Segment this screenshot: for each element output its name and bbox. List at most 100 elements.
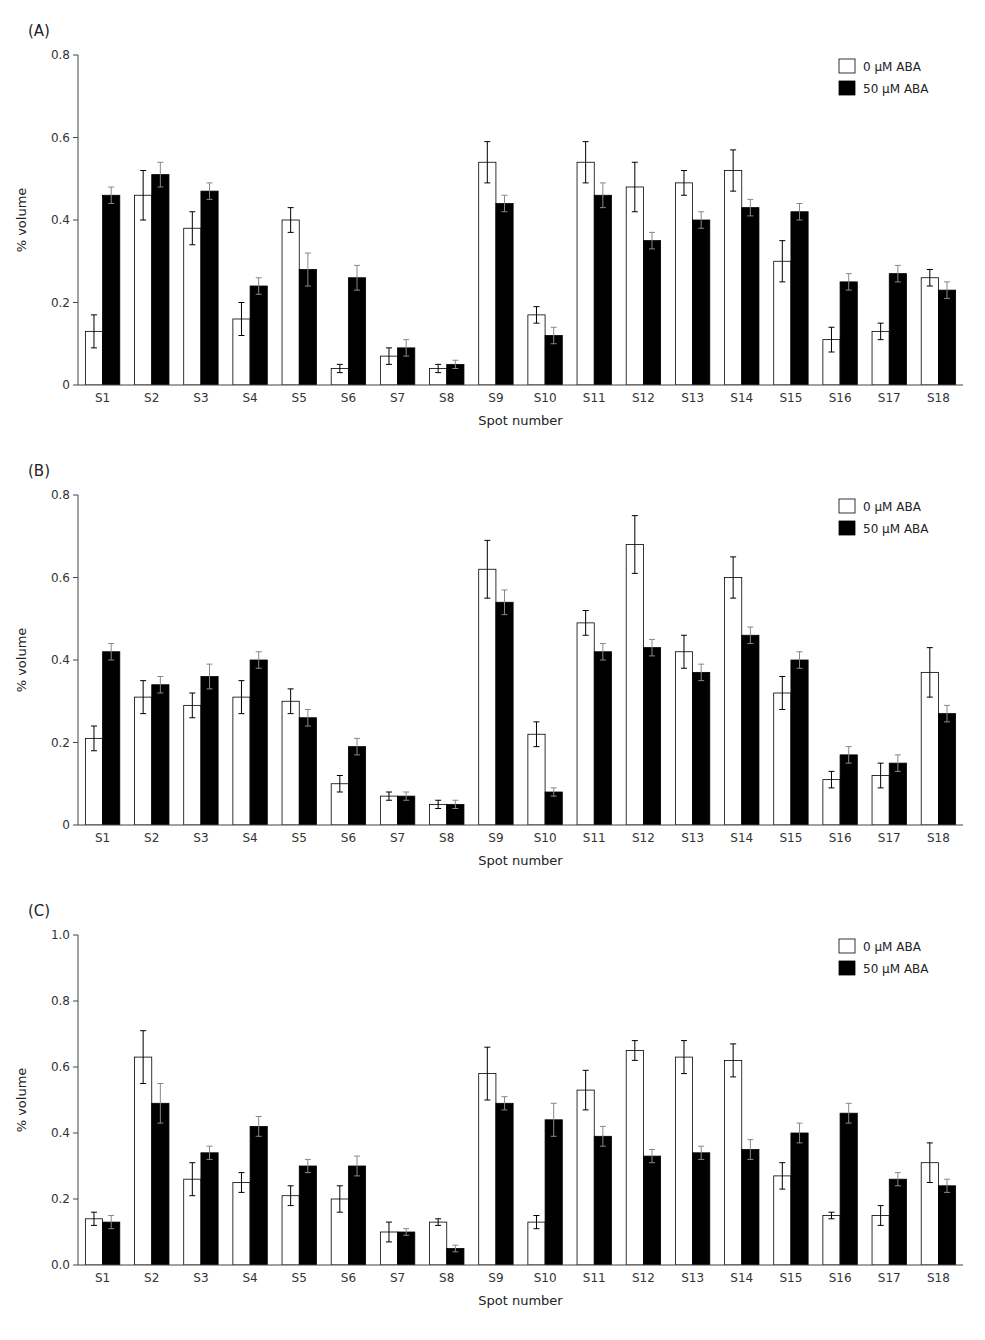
error-bar xyxy=(157,162,163,187)
marks xyxy=(85,142,955,385)
y-tick xyxy=(73,385,78,386)
error-bar xyxy=(846,274,852,291)
bar xyxy=(840,282,857,385)
legend-label: 50 μM ABA xyxy=(863,82,929,96)
bar xyxy=(791,660,808,825)
x-tick-label: S7 xyxy=(390,1271,405,1285)
x-axis-label: Spot number xyxy=(478,1293,563,1308)
bar xyxy=(135,195,152,385)
bar xyxy=(250,660,267,825)
x-tick-label: S15 xyxy=(779,391,802,405)
x-tick-label: S3 xyxy=(193,1271,208,1285)
legend-swatch xyxy=(839,81,855,95)
x-tick-label: S11 xyxy=(583,1271,606,1285)
error-bar xyxy=(108,644,114,661)
x-tick-label: S11 xyxy=(583,391,606,405)
y-axis xyxy=(78,495,79,825)
x-tick-label: S1 xyxy=(95,1271,110,1285)
y-tick-label: 0 xyxy=(62,378,70,392)
y-tick xyxy=(73,935,78,936)
bar xyxy=(299,1166,316,1265)
x-tick-label: S16 xyxy=(829,391,852,405)
x-tick-label: S3 xyxy=(193,831,208,845)
marks xyxy=(85,516,955,825)
bar xyxy=(348,1166,365,1265)
y-axis-label: % volume xyxy=(14,188,29,253)
y-tick-label: 0.6 xyxy=(51,571,70,585)
error-bar xyxy=(189,212,195,245)
error-bar xyxy=(435,1219,441,1226)
legend: 0 μM ABA50 μM ABA xyxy=(839,939,929,976)
x-tick-label: S1 xyxy=(95,391,110,405)
y-tick-label: 0.2 xyxy=(51,296,70,310)
x-tick-label: S8 xyxy=(439,1271,454,1285)
error-bar xyxy=(747,627,753,644)
y-tick-label: 0 xyxy=(62,818,70,832)
bar xyxy=(398,1232,415,1265)
error-bar xyxy=(681,171,687,196)
error-bar xyxy=(649,1150,655,1163)
x-tick-label: S9 xyxy=(488,391,503,405)
y-tick xyxy=(73,137,78,138)
error-bar xyxy=(747,199,753,216)
x-tick-label: S13 xyxy=(681,831,704,845)
error-bar xyxy=(895,1173,901,1186)
x-tick-label: S6 xyxy=(341,831,356,845)
error-bar xyxy=(337,364,343,372)
bar xyxy=(103,652,120,825)
error-bar xyxy=(730,1044,736,1077)
error-bar xyxy=(305,253,311,286)
y-tick xyxy=(73,742,78,743)
x-tick-label: S6 xyxy=(341,1271,356,1285)
x-tick-label: S14 xyxy=(730,831,753,845)
error-bar xyxy=(927,1143,933,1183)
bar xyxy=(675,1057,692,1265)
bar xyxy=(545,1120,562,1265)
error-bar xyxy=(256,1117,262,1137)
y-tick xyxy=(73,220,78,221)
x-axis-label: Spot number xyxy=(478,413,563,428)
error-bar xyxy=(698,212,704,229)
bar xyxy=(152,175,169,385)
error-bar xyxy=(828,327,834,352)
x-tick-label: S4 xyxy=(242,831,257,845)
bar xyxy=(282,220,299,385)
x-axis xyxy=(78,385,963,386)
x-tick-label: S11 xyxy=(583,831,606,845)
bar xyxy=(103,195,120,385)
error-bar xyxy=(108,1216,114,1229)
bar xyxy=(840,1113,857,1265)
x-tick-label: S17 xyxy=(878,1271,901,1285)
error-bar xyxy=(140,1031,146,1084)
bar xyxy=(430,1222,447,1265)
y-tick-label: 0.4 xyxy=(51,653,70,667)
y-tick-label: 1.0 xyxy=(51,928,70,942)
error-bar xyxy=(779,241,785,282)
bar xyxy=(693,672,710,825)
bar xyxy=(725,578,742,826)
bar xyxy=(135,1057,152,1265)
x-tick-label: S6 xyxy=(341,391,356,405)
x-tick-label: S17 xyxy=(878,831,901,845)
x-tick-label: S16 xyxy=(829,1271,852,1285)
panel-label: (A) xyxy=(28,22,50,40)
error-bar xyxy=(632,516,638,574)
error-bar xyxy=(386,792,392,800)
bar xyxy=(479,1074,496,1265)
bar xyxy=(299,270,316,386)
bar xyxy=(201,1153,218,1265)
bar xyxy=(791,212,808,385)
x-tick-label: S2 xyxy=(144,1271,159,1285)
bar xyxy=(496,602,513,825)
panel: (A)00.20.40.60.8S1S2S3S4S5S6S7S8S9S10S11… xyxy=(14,22,963,428)
marks xyxy=(85,1031,955,1265)
error-bar xyxy=(484,142,490,183)
x-tick-label: S8 xyxy=(439,391,454,405)
y-tick-label: 0.6 xyxy=(51,1060,70,1074)
error-bar xyxy=(403,792,409,800)
y-axis-label: % volume xyxy=(14,628,29,693)
error-bar xyxy=(944,705,950,722)
y-tick xyxy=(73,495,78,496)
bar xyxy=(85,738,102,825)
panel: (C)0.00.20.40.60.81.0S1S2S3S4S5S6S7S8S9S… xyxy=(14,902,963,1308)
